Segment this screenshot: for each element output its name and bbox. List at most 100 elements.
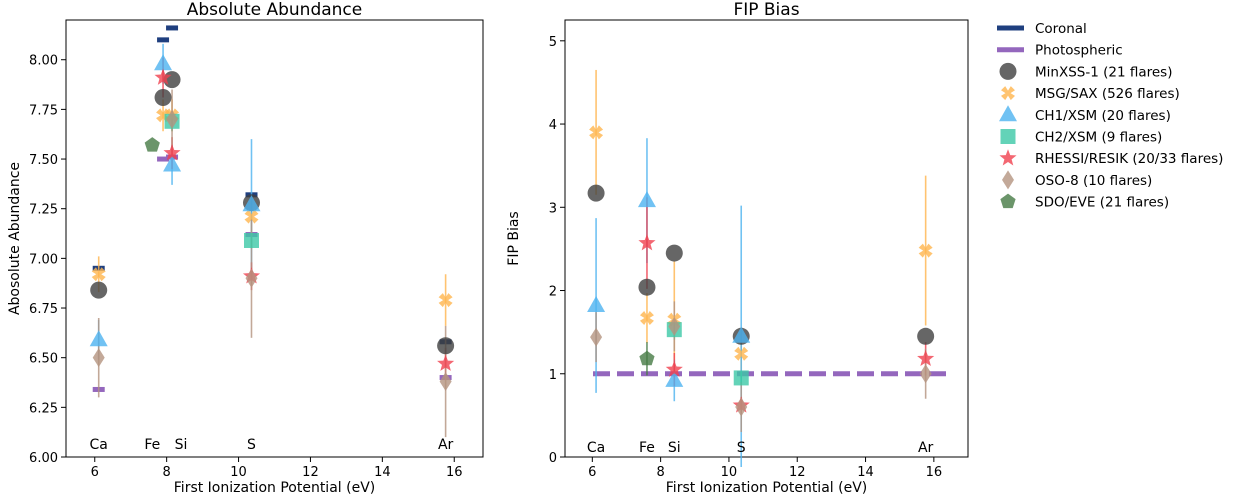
legend-item-sdo-eve: SDO/EVE (21 flares): [1000, 193, 1169, 211]
right-rhessi-resik-point: [638, 234, 656, 251]
right-chart-title: FIP Bias: [733, 0, 799, 20]
legend-item-photospheric: Photospheric: [997, 43, 1123, 59]
left-element-label: S: [247, 437, 256, 453]
right-oso-8-point: [668, 316, 681, 336]
right-minxss-1-point: [665, 244, 683, 262]
right-rhessi-resik-point: [665, 360, 683, 377]
left-y-tick-label: 6.75: [29, 302, 58, 317]
left-x-tick-label: 8: [163, 465, 171, 480]
left-y-tick-label: 7.25: [29, 203, 58, 218]
legend-marker: [999, 149, 1017, 166]
right-minxss-1-point: [638, 278, 656, 296]
left-msg-sax-point: [91, 267, 106, 282]
left-ch1-xsm-point: [242, 195, 261, 212]
legend-marker: [1002, 170, 1014, 190]
left-y-tick-label: 7.00: [29, 252, 58, 267]
right-y-tick-label: 2: [549, 285, 557, 300]
right-x-tick-label: 14: [857, 465, 874, 480]
left-oso-8-point: [245, 268, 258, 288]
left-rhessi-resik-point: [154, 68, 172, 85]
left-y-tick-label: 7.50: [29, 153, 58, 168]
right-x-tick-label: 12: [789, 465, 806, 480]
legend-label: RHESSI/RESIK (20/33 flares): [1035, 151, 1223, 167]
left-rhessi-resik-point: [163, 144, 181, 161]
legend-marker: [1000, 193, 1016, 209]
right-element-label: Fe: [639, 440, 655, 456]
legend-label: Photospheric: [1035, 43, 1123, 59]
right-oso-8-point: [919, 364, 932, 384]
left-msg-sax-point: [244, 209, 259, 224]
right-ch2-xsm-point: [733, 370, 749, 386]
left-oso-8-point: [439, 372, 452, 392]
left-x-tick-label: 12: [302, 465, 319, 480]
right-ch1-xsm-point: [732, 326, 751, 343]
left-sdo-eve-point: [144, 137, 160, 152]
legend-item-oso-8: OSO-8 (10 flares): [1002, 170, 1152, 190]
legend-label: MinXSS-1 (21 flares): [1035, 64, 1172, 80]
right-element-label: Si: [668, 440, 681, 456]
legend-label: SDO/EVE (21 flares): [1035, 195, 1169, 211]
right-msg-sax-point: [734, 346, 749, 361]
left-rhessi-resik-point: [437, 354, 455, 371]
right-ch1-xsm-point: [637, 191, 656, 208]
legend-marker: [999, 62, 1017, 80]
legend-marker: [999, 105, 1017, 122]
right-y-axis-label: FIP Bias: [506, 211, 522, 265]
left-minxss-1-point: [437, 337, 455, 355]
legend-marker: [1001, 86, 1015, 101]
left-element-label: Fe: [144, 437, 160, 453]
legend-item-ch2-xsm: CH2/XSM (9 flares): [1000, 129, 1162, 146]
legend-item-msg-sax: MSG/SAX (526 flares): [1001, 86, 1180, 102]
right-msg-sax-point: [589, 125, 604, 140]
right-msg-sax-point: [918, 243, 933, 258]
left-x-tick-label: 6: [91, 465, 99, 480]
right-sdo-eve-point: [639, 350, 655, 366]
left-minxss-1-point: [154, 88, 172, 106]
legend-item-ch1-xsm: CH1/XSM (20 flares): [999, 105, 1171, 124]
left-x-tick-label: 16: [446, 465, 463, 480]
legend-item-minxss-1: MinXSS-1 (21 flares): [999, 62, 1172, 80]
right-ch1-xsm-point: [665, 370, 684, 387]
right-element-label: S: [737, 440, 746, 456]
left-y-tick-label: 6.00: [29, 451, 58, 466]
fip-bias-panel: FIP Bias First Ionization Potential (eV)…: [506, 0, 969, 496]
left-ch2-xsm-point: [243, 232, 259, 248]
right-y-tick-label: 0: [549, 451, 557, 466]
right-y-tick-label: 4: [549, 118, 557, 133]
left-ch1-xsm-point: [163, 155, 182, 172]
left-x-tick-label: 14: [374, 465, 391, 480]
right-x-tick-label: 8: [656, 465, 664, 480]
left-element-label: Ca: [90, 437, 108, 453]
left-ch1-xsm-point: [154, 54, 173, 71]
left-x-axis-label: First Ionization Potential (eV): [174, 480, 375, 496]
legend-item-coronal: Coronal: [997, 21, 1087, 37]
left-y-tick-label: 8.00: [29, 54, 58, 69]
right-minxss-1-point: [917, 327, 935, 345]
right-minxss-1-point: [587, 184, 605, 202]
left-y-axis-label: Abosolute Abundance: [7, 162, 23, 315]
legend-label: MSG/SAX (526 flares): [1035, 86, 1180, 102]
left-y-tick-label: 7.75: [29, 103, 58, 118]
legend-marker: [1000, 129, 1016, 144]
left-oso-8-point: [92, 348, 105, 368]
right-y-tick-label: 3: [549, 201, 557, 216]
legend-label: CH2/XSM (9 flares): [1035, 130, 1162, 146]
right-plot-frame: [564, 19, 969, 458]
left-element-label: Ar: [438, 437, 454, 453]
right-ch1-xsm-point: [587, 296, 606, 313]
legend-item-rhessi-resik: RHESSI/RESIK (20/33 flares): [999, 149, 1223, 167]
absolute-abundance-panel: Absolute Abundance First Ionization Pote…: [7, 0, 484, 496]
right-x-tick-label: 16: [926, 465, 943, 480]
right-x-axis-label: First Ionization Potential (eV): [666, 480, 867, 496]
legend-label: CH1/XSM (20 flares): [1035, 108, 1171, 124]
legend-label: Coronal: [1035, 21, 1087, 37]
right-oso-8-point: [735, 397, 748, 417]
right-y-tick-label: 1: [549, 368, 557, 383]
right-oso-8-point: [590, 327, 603, 347]
right-rhessi-resik-point: [917, 349, 935, 367]
right-msg-sax-point: [639, 310, 654, 325]
left-oso-8-point: [166, 109, 179, 129]
right-element-label: Ca: [587, 440, 605, 456]
legend: Coronal Photospheric MinXSS-1 (21 flares) M…: [997, 21, 1223, 211]
